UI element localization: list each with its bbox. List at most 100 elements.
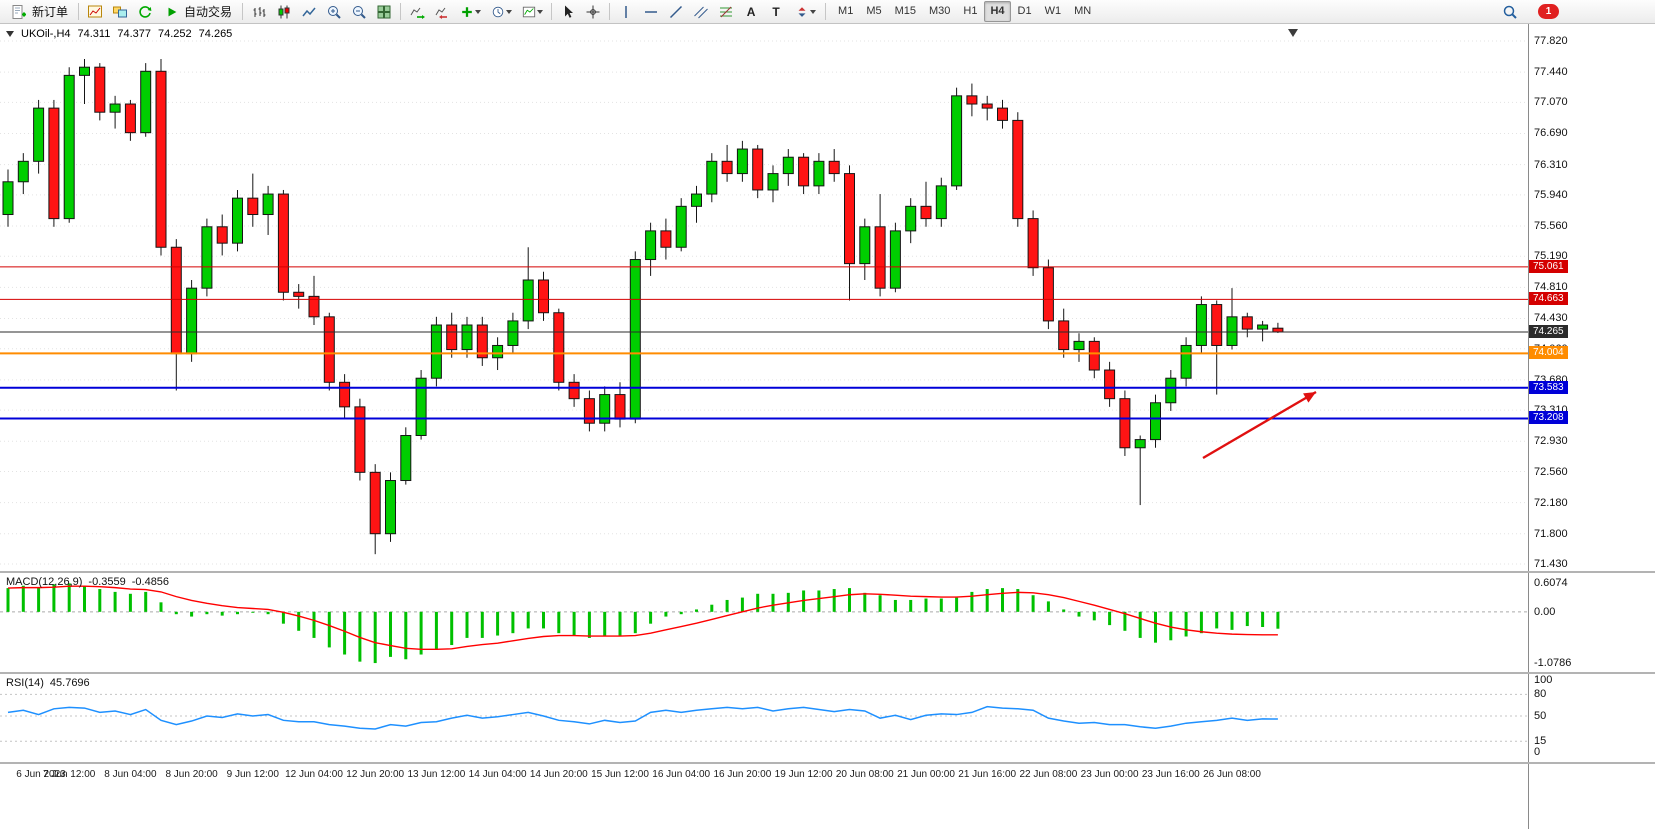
new-chart-button[interactable] bbox=[83, 0, 107, 23]
trendline-tool-button[interactable] bbox=[664, 0, 688, 23]
toolbar-separator bbox=[609, 3, 611, 20]
candle-body bbox=[691, 193, 702, 207]
search-button[interactable] bbox=[1498, 0, 1522, 23]
fibonacci-tool-button[interactable] bbox=[714, 0, 738, 23]
text-label-tool-button[interactable]: T bbox=[764, 0, 788, 23]
candlestick-mode-button[interactable] bbox=[272, 0, 296, 23]
text-tool-button[interactable]: A bbox=[739, 0, 763, 23]
trend-arrow-head[interactable] bbox=[1303, 392, 1316, 403]
candle-body bbox=[1104, 369, 1116, 400]
tile-windows-icon bbox=[377, 5, 391, 18]
autotrading-icon bbox=[164, 0, 180, 23]
time-axis-label: 14 Jun 20:00 bbox=[529, 769, 588, 780]
toolbar-separator bbox=[551, 3, 553, 20]
vertical-line-tool-button[interactable] bbox=[614, 0, 638, 23]
add-indicator-button[interactable] bbox=[455, 0, 485, 23]
time-axis-label: 21 Jun 16:00 bbox=[958, 769, 1017, 780]
candle-body bbox=[721, 160, 733, 175]
macd-canvas[interactable] bbox=[0, 573, 1528, 672]
panel-splitter[interactable] bbox=[0, 571, 1655, 573]
toolbar: 新订单 自动交易 bbox=[0, 0, 1655, 24]
symbol-menu-icon[interactable] bbox=[6, 31, 14, 37]
tile-windows-button[interactable] bbox=[372, 0, 396, 23]
price-axis-tick: 72.560 bbox=[1534, 465, 1568, 478]
price-axis-tick: 77.440 bbox=[1534, 66, 1568, 79]
panel-splitter[interactable] bbox=[0, 762, 1655, 764]
trendline-icon bbox=[670, 5, 683, 18]
candle-body bbox=[629, 259, 641, 420]
main-chart-canvas[interactable] bbox=[0, 24, 1528, 571]
line-chart-mode-button[interactable] bbox=[297, 0, 321, 23]
candle-body bbox=[232, 197, 243, 244]
candle-body bbox=[951, 95, 963, 187]
channel-tool-button[interactable] bbox=[689, 0, 713, 23]
candle-body bbox=[415, 377, 427, 437]
chart-shift-button[interactable] bbox=[430, 0, 454, 23]
new-chart-icon bbox=[88, 5, 103, 17]
timeframe-m15-button[interactable]: M15 bbox=[894, 5, 916, 17]
refresh-button[interactable] bbox=[133, 0, 157, 23]
candle-body bbox=[2, 181, 14, 216]
rsi-canvas[interactable] bbox=[0, 674, 1528, 762]
timeframe-m1-button[interactable]: M1 bbox=[838, 5, 854, 17]
timeframe-mn-button[interactable]: MN bbox=[1074, 5, 1092, 17]
auto-scroll-button[interactable] bbox=[405, 0, 429, 23]
time-axis-label: 26 Jun 08:00 bbox=[1203, 769, 1261, 780]
search-icon bbox=[1503, 5, 1517, 19]
candle-body bbox=[507, 320, 519, 346]
time-axis-label: 20 Jun 08:00 bbox=[835, 769, 894, 780]
toolbar-right: 1 bbox=[1498, 0, 1559, 23]
timeframe-w1-button[interactable]: W1 bbox=[1044, 5, 1062, 17]
panel-splitter[interactable] bbox=[0, 672, 1655, 674]
candle-body bbox=[1088, 340, 1100, 371]
channel-icon bbox=[694, 6, 708, 18]
profiles-button[interactable] bbox=[108, 0, 132, 23]
price-axis-tick: 75.940 bbox=[1534, 188, 1568, 201]
periods-button[interactable] bbox=[486, 0, 516, 23]
text-label-icon: T bbox=[772, 4, 780, 19]
candle-body bbox=[583, 398, 595, 424]
candle-body bbox=[538, 279, 549, 314]
zoom-in-button[interactable] bbox=[322, 0, 346, 23]
timeframe-h4-button[interactable]: H4 bbox=[984, 1, 1011, 22]
timeframe-group: M1 M5 M15 M30 H1 H4 D1 W1 MN bbox=[832, 1, 1097, 22]
candle-body bbox=[476, 324, 488, 359]
rsi-axis-tick: 15 bbox=[1534, 735, 1547, 748]
new-order-icon bbox=[10, 0, 28, 23]
refresh-icon bbox=[139, 5, 152, 18]
timeframe-m30-button[interactable]: M30 bbox=[929, 5, 951, 17]
new-order-label: 新订单 bbox=[32, 5, 69, 19]
candle-body bbox=[17, 160, 29, 183]
dropdown-caret-icon bbox=[474, 9, 481, 14]
timeframe-h1-button[interactable]: H1 bbox=[963, 5, 978, 17]
new-order-button[interactable]: 新订单 bbox=[4, 0, 74, 23]
chart-region: UKOil-,H4 74.311 74.377 74.252 74.265 MA… bbox=[0, 24, 1655, 829]
time-axis-label: 22 Jun 08:00 bbox=[1019, 769, 1078, 780]
time-axis[interactable]: 6 Jun 2023 7 Jun 12:00 8 Jun 04:00 8 Jun 20… bbox=[0, 764, 1528, 788]
candle-body bbox=[752, 148, 764, 191]
dropdown-caret-icon bbox=[505, 9, 512, 14]
bar-chart-mode-button[interactable] bbox=[247, 0, 271, 23]
time-axis-label: 23 Jun 16:00 bbox=[1141, 769, 1200, 780]
candle-body bbox=[293, 291, 305, 297]
autotrading-button[interactable]: 自动交易 bbox=[158, 0, 238, 23]
candle-body bbox=[599, 394, 611, 424]
arrows-tool-button[interactable] bbox=[789, 0, 821, 23]
candle-body bbox=[798, 156, 810, 187]
candle-body bbox=[1073, 340, 1085, 351]
dropdown-caret-icon bbox=[536, 9, 543, 14]
timeframe-d1-button[interactable]: D1 bbox=[1017, 5, 1032, 17]
horizontal-line-tool-button[interactable] bbox=[639, 0, 663, 23]
price-axis[interactable]: 77.820 77.440 77.070 76.690 76.310 75.940 75.5… bbox=[1528, 24, 1655, 829]
templates-button[interactable] bbox=[517, 0, 547, 23]
crosshair-tool-button[interactable] bbox=[581, 0, 605, 23]
notification-badge[interactable]: 1 bbox=[1538, 4, 1559, 19]
zoom-out-button[interactable] bbox=[347, 0, 371, 23]
trend-arrow-line[interactable] bbox=[1202, 390, 1317, 460]
cursor-tool-button[interactable] bbox=[556, 0, 580, 23]
timeframe-m5-button[interactable]: M5 bbox=[866, 5, 882, 17]
chart-shift-marker-icon[interactable] bbox=[1288, 29, 1298, 37]
candle-body bbox=[660, 230, 672, 248]
candle-body bbox=[79, 66, 90, 76]
candle-body bbox=[1241, 316, 1253, 330]
